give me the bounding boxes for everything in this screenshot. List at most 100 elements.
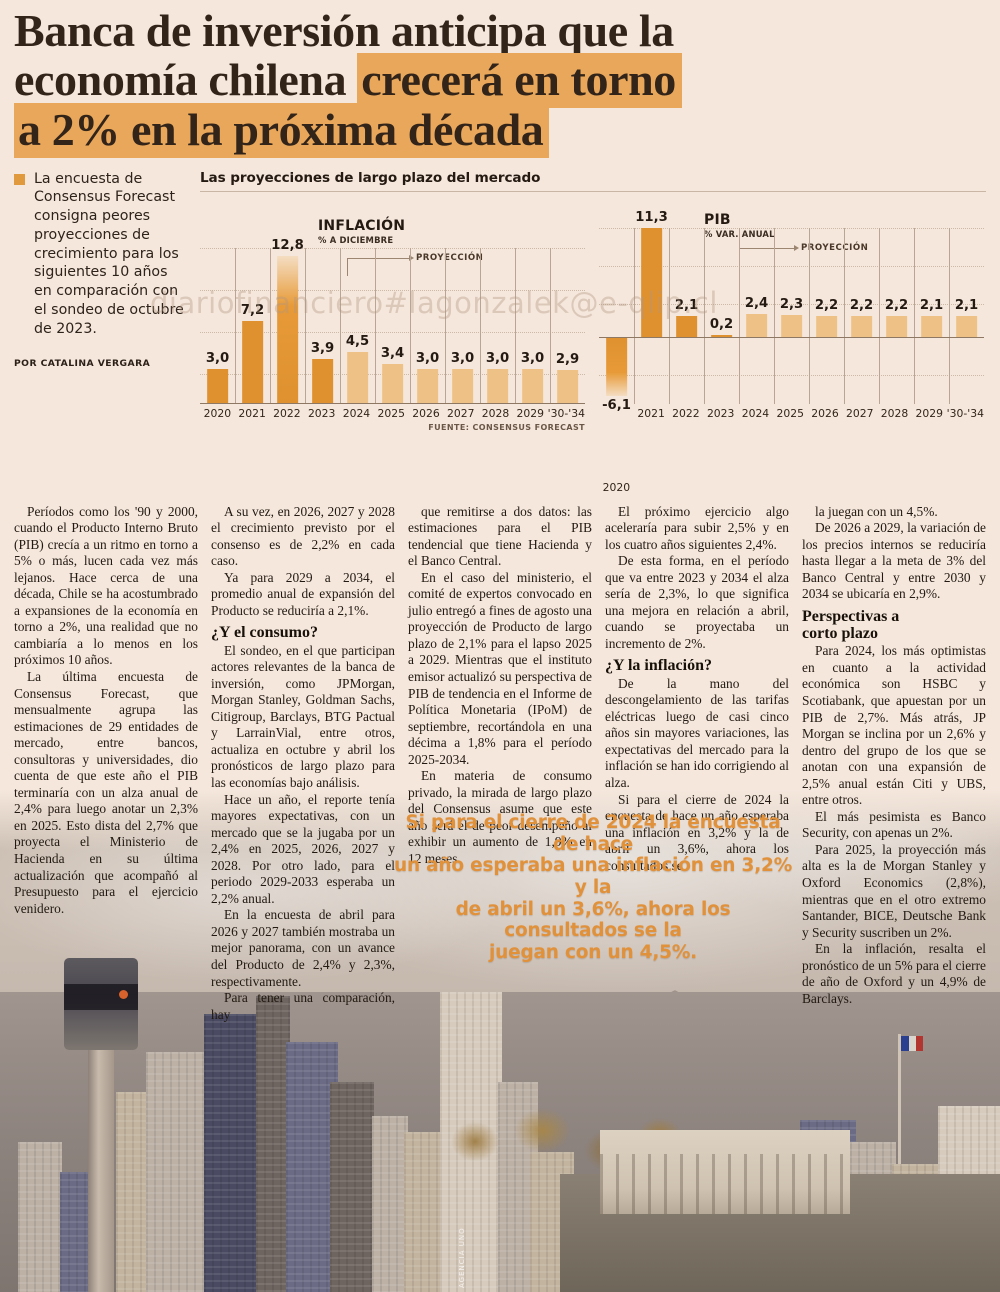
x-axis-label: 2027 bbox=[447, 406, 475, 420]
graphic-block: Las proyecciones de largo plazo del merc… bbox=[200, 170, 986, 494]
bar-group: 2,3 bbox=[774, 227, 809, 404]
bar-group: -6,1 bbox=[599, 228, 634, 413]
paragraph: A su vez, en 2026, 2027 y 2028 el crecim… bbox=[211, 503, 395, 569]
category-separator bbox=[914, 227, 915, 404]
category-separator bbox=[270, 247, 271, 404]
paragraph: En el caso del ministerio, el comité de … bbox=[408, 569, 592, 767]
x-axis-label: 2022 bbox=[672, 406, 700, 420]
x-axis-label: 2025 bbox=[377, 406, 405, 420]
headline-line-2-highlight: crecerá en torno bbox=[357, 52, 682, 108]
bar-value-label: 3,0 bbox=[450, 351, 475, 367]
bar-value-label: 11,3 bbox=[635, 209, 668, 225]
headline-line-1: Banca de inversión anticipa que la bbox=[14, 5, 674, 56]
bar bbox=[850, 315, 873, 337]
paragraph: Para 2025, la proyección más alta es la … bbox=[802, 841, 986, 940]
photo-top-fade bbox=[0, 790, 1000, 850]
bar-value-label: 2,4 bbox=[744, 295, 769, 311]
category-separator bbox=[739, 227, 740, 404]
x-axis-label: 2024 bbox=[342, 406, 371, 420]
bar-value-label: 3,0 bbox=[520, 351, 545, 367]
paragraph: La última encuesta de Consensus Forecast… bbox=[14, 669, 198, 916]
bar-group: 2,2 bbox=[879, 227, 914, 404]
bar-group: 3,0 bbox=[200, 248, 235, 404]
bar bbox=[241, 320, 264, 404]
bar bbox=[311, 358, 334, 404]
paragraph: De 2026 a 2029, la variación de los prec… bbox=[802, 520, 986, 602]
pull-quote-line-1: Si para el cierre de 2024 la encuesta de… bbox=[405, 812, 781, 855]
paragraph: En materia de consumo privado, la mirada… bbox=[408, 768, 592, 867]
bar-value-label: 3,9 bbox=[310, 340, 335, 356]
bar-group: 3,4 bbox=[375, 247, 410, 404]
photo-credit: AGENCIA UNO bbox=[458, 1227, 466, 1288]
bar bbox=[640, 227, 663, 337]
article-body: Períodos como los '90 y 2000, cuando el … bbox=[0, 494, 1000, 1024]
bar-value-label: 4,5 bbox=[345, 333, 370, 349]
bar-value-label: 3,0 bbox=[415, 351, 440, 367]
category-separator bbox=[305, 247, 306, 404]
bar bbox=[451, 369, 474, 404]
page-title: Banca de inversión anticipa que la econo… bbox=[0, 0, 1000, 158]
standfirst-column: La encuesta de Consensus Forecast consig… bbox=[14, 170, 200, 494]
bar-value-label: 2,1 bbox=[919, 298, 944, 314]
projection-label-inflacion: PROYECCIÓN bbox=[416, 252, 484, 263]
bar-group: 7,2 bbox=[235, 247, 270, 404]
bar-value-label: 2,3 bbox=[779, 296, 804, 312]
paragraph: Hace un año, el reporte tenía mayores ex… bbox=[211, 791, 395, 906]
category-separator bbox=[669, 227, 670, 404]
paragraph: El sondeo, en el que participan actores … bbox=[211, 642, 395, 791]
photo-tower-pod bbox=[64, 958, 138, 1050]
bar-value-label: 3,4 bbox=[380, 346, 405, 362]
bar-group: 2,1 bbox=[669, 227, 704, 404]
heading-line-2: corto plazo bbox=[802, 625, 878, 643]
category-separator bbox=[515, 247, 516, 404]
category-separator bbox=[809, 227, 810, 404]
text-column-5: la juegan con un 4,5%. De 2026 a 2029, l… bbox=[802, 504, 986, 1024]
x-axis-label: 2029 bbox=[516, 406, 545, 420]
bar-group: 2,1 bbox=[914, 227, 949, 404]
x-axis-label: 2026 bbox=[811, 406, 839, 420]
square-bullet-icon bbox=[14, 173, 25, 185]
bar-value-label: 3,0 bbox=[205, 351, 230, 367]
bar bbox=[206, 369, 229, 404]
paragraph: Para tener una comparación, hay bbox=[211, 990, 395, 1022]
headline-line-3-highlight: a 2% en la próxima década bbox=[14, 102, 550, 158]
bar-group: 2,2 bbox=[844, 227, 879, 404]
x-axis-label: 2026 bbox=[412, 406, 440, 420]
bar-value-label: 3,0 bbox=[485, 351, 510, 367]
bar-group: 3,0 bbox=[480, 247, 515, 404]
bar-group: 3,0 bbox=[445, 247, 480, 404]
category-separator bbox=[550, 247, 551, 404]
x-axis-label: 2025 bbox=[776, 406, 804, 420]
text-column-3: que remitirse a dos datos: las estimacio… bbox=[408, 504, 592, 1024]
bar bbox=[745, 313, 768, 337]
bar bbox=[346, 351, 369, 404]
x-axis-label: 2023 bbox=[307, 406, 336, 420]
bar-value-label: 12,8 bbox=[271, 237, 304, 253]
category-separator bbox=[949, 227, 950, 404]
bar bbox=[710, 334, 733, 337]
category-separator bbox=[634, 227, 635, 404]
chart-pib-title: PIB bbox=[704, 211, 731, 228]
pull-quote-line-4: juegan con un 4,5%. bbox=[488, 941, 697, 963]
headline-line-3: a 2% en la próxima década bbox=[14, 102, 986, 158]
x-axis-label: 2027 bbox=[846, 406, 874, 420]
category-separator bbox=[340, 247, 341, 404]
bar-value-label: 2,2 bbox=[849, 297, 874, 313]
x-axis-label: 2021 bbox=[238, 406, 266, 420]
pull-quote-line-3: de abril un 3,6%, ahora los consultados … bbox=[455, 898, 731, 942]
bar-value-label: 2,2 bbox=[814, 297, 839, 313]
paragraph: En la inflación, resalta el pronóstico d… bbox=[802, 941, 986, 1006]
x-axis-label: '30-'34 bbox=[547, 406, 585, 420]
paragraph: que remitirse a dos datos: las estimacio… bbox=[408, 503, 592, 569]
bar bbox=[605, 336, 628, 396]
bar-group: 12,8 bbox=[270, 238, 305, 404]
paragraph: Para 2024, los más optimistas en cuanto … bbox=[802, 643, 986, 808]
paragraph: De la mano del descongelamiento de las t… bbox=[605, 675, 789, 791]
bar bbox=[381, 364, 404, 404]
bar-value-label: -6,1 bbox=[602, 397, 631, 413]
category-separator bbox=[235, 247, 236, 404]
paragraph: El próximo ejercicio algo aceleraría par… bbox=[605, 503, 789, 552]
charts-row: INFLACIÓN % A DICIEMBRE PROYECCIÓN bbox=[200, 196, 986, 494]
text-columns: Períodos como los '90 y 2000, cuando el … bbox=[14, 504, 986, 1024]
standfirst-blurb: La encuesta de Consensus Forecast consig… bbox=[14, 170, 188, 339]
